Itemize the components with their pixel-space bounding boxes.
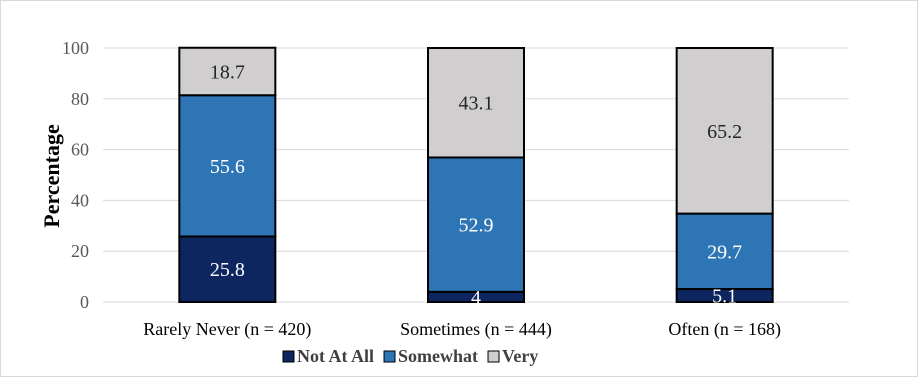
- y-tick-label: 20: [71, 241, 89, 261]
- legend-swatch: [383, 350, 396, 363]
- bar-segment: [675, 212, 774, 291]
- bars: [178, 46, 774, 303]
- bar-segment: [675, 47, 774, 215]
- bar-segment: [178, 46, 277, 97]
- data-label: 18.7: [210, 61, 245, 83]
- category-label: Sometimes (n = 444): [400, 319, 552, 340]
- data-label: 25.8: [210, 259, 245, 281]
- legend-label: Somewhat: [398, 346, 478, 366]
- legend-swatch: [282, 350, 295, 363]
- data-label: 52.9: [459, 215, 494, 237]
- y-tick-label: 60: [71, 140, 89, 160]
- data-label: 55.6: [210, 156, 245, 178]
- y-axis-title: Percentage: [39, 124, 64, 228]
- data-label: 29.7: [707, 241, 742, 263]
- data-label: 4: [471, 287, 481, 309]
- y-axis-tick-labels: 0 20 40 60 80 100: [62, 38, 89, 312]
- bar-segment: [178, 94, 277, 238]
- category-label: Rarely Never (n = 420): [143, 319, 311, 340]
- legend-label: Not At All: [297, 346, 374, 366]
- legend: Not At All Somewhat Very: [282, 346, 538, 366]
- bar-segment: [178, 235, 277, 303]
- y-tick-label: 40: [71, 190, 89, 210]
- y-tick-label: 100: [62, 38, 89, 58]
- data-labels: 25.8 55.6 18.7 4 52.9 43.1 5.1 29.7 65.2: [210, 61, 742, 308]
- y-tick-label: 0: [80, 292, 89, 312]
- y-tick-label: 80: [71, 89, 89, 109]
- bar-segment: [427, 47, 525, 159]
- category-label: Often (n = 168): [668, 319, 781, 340]
- x-axis-category-labels: Rarely Never (n = 420) Sometimes (n = 444…: [143, 319, 781, 340]
- data-label: 43.1: [459, 93, 494, 115]
- data-label: 5.1: [712, 286, 737, 308]
- data-label: 65.2: [707, 121, 742, 143]
- legend-swatch: [487, 350, 500, 363]
- legend-label: Very: [502, 346, 538, 366]
